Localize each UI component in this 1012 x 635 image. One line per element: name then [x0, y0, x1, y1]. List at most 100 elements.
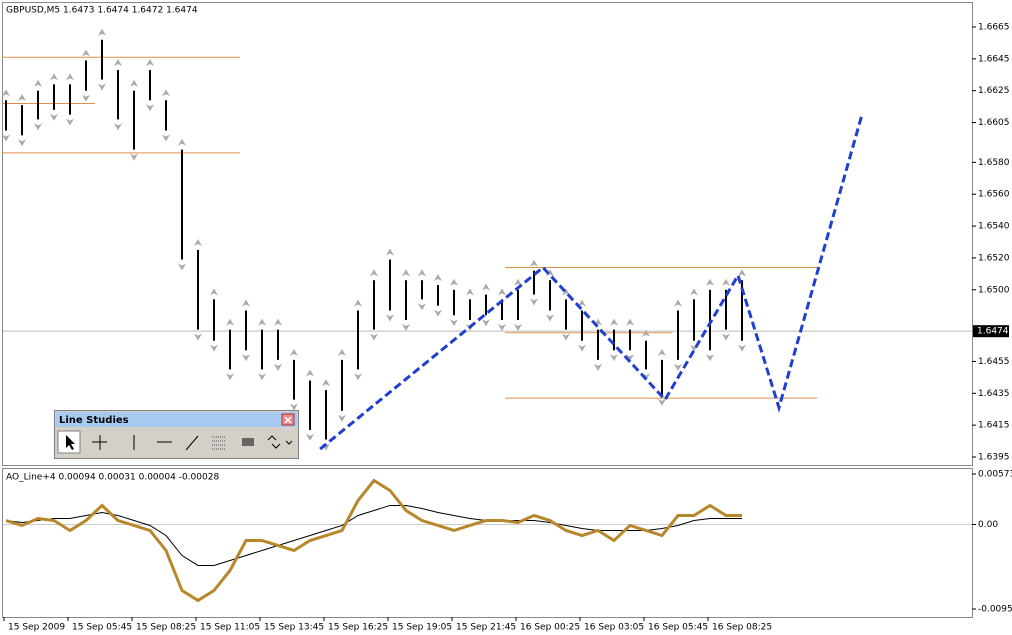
- fractal-down: [370, 333, 378, 341]
- line-studies-toolbar[interactable]: Line Studies: [54, 410, 299, 459]
- fractal-up: [2, 89, 10, 97]
- fractal-down: [626, 354, 634, 362]
- fractal-up: [610, 318, 618, 326]
- fractal-down: [354, 373, 362, 381]
- ao-main-line: [5, 478, 742, 603]
- price-tick-label: 1.6520: [978, 253, 1010, 263]
- fractal-up: [370, 269, 378, 277]
- price-tick-label: 1.6665: [978, 23, 1010, 33]
- fractal-down: [242, 354, 250, 362]
- fractal-down: [498, 324, 506, 332]
- time-label: 15 Sep 05:45: [72, 623, 132, 633]
- fractal-up: [18, 94, 26, 102]
- fractal-up: [642, 329, 650, 337]
- fractal-down: [258, 373, 266, 381]
- fractal-up: [162, 89, 170, 97]
- rectangle-icon[interactable]: [242, 438, 254, 446]
- ao-tick-label: 0.00573: [978, 470, 1012, 480]
- fractal-up: [274, 318, 282, 326]
- price-tick-label: 1.6540: [978, 222, 1010, 232]
- fractal-up: [722, 278, 730, 286]
- time-label: 15 Sep 13:45: [264, 623, 324, 633]
- chart-title: GBPUSD,M5 1.6473 1.6474 1.6472 1.6474: [6, 6, 198, 16]
- fractal-down: [610, 354, 618, 362]
- current-price-label: 1.6474: [977, 327, 1009, 337]
- fractal-down: [130, 153, 138, 161]
- fractal-down: [2, 134, 10, 142]
- price-tick-label: 1.6580: [978, 158, 1010, 168]
- fractal-down: [530, 298, 538, 306]
- fractal-down: [434, 309, 442, 317]
- fractal-down: [386, 314, 394, 322]
- fractal-down: [738, 344, 746, 352]
- fractal-up: [226, 318, 234, 326]
- fractal-up: [498, 288, 506, 296]
- fractal-up: [82, 49, 90, 57]
- fractal-up: [34, 79, 42, 87]
- time-label: 15 Sep 2009: [8, 623, 65, 633]
- fractal-up: [562, 288, 570, 296]
- time-label: 15 Sep 16:25: [328, 623, 388, 633]
- fractal-down: [594, 363, 602, 371]
- fractal-up: [578, 299, 586, 307]
- fractal-up: [514, 278, 522, 286]
- fractal-down: [194, 333, 202, 341]
- fractal-down: [98, 83, 106, 91]
- fractal-down: [578, 344, 586, 352]
- price-tick-label: 1.6415: [978, 421, 1010, 431]
- fractal-down: [658, 398, 666, 406]
- fractal-down: [418, 303, 426, 311]
- fractal-down: [66, 118, 74, 126]
- fractal-up: [338, 348, 346, 356]
- fibo-icon[interactable]: [212, 436, 226, 450]
- fractal-up: [386, 248, 394, 256]
- fractal-down: [34, 123, 42, 131]
- time-label: 15 Sep 19:05: [392, 623, 452, 633]
- fractal-down: [562, 333, 570, 341]
- fractal-down: [450, 319, 458, 327]
- fractal-down: [18, 139, 26, 147]
- toolbar-title: Line Studies: [59, 415, 129, 426]
- fractal-up: [674, 299, 682, 307]
- price-tick-label: 1.6625: [978, 86, 1010, 96]
- trendline-icon[interactable]: [185, 435, 199, 451]
- fractal-down: [402, 324, 410, 332]
- fractal-down: [82, 94, 90, 102]
- fractal-down: [674, 363, 682, 371]
- fractal-up: [66, 73, 74, 81]
- crosshair-icon[interactable]: [92, 435, 107, 450]
- fractal-down: [226, 373, 234, 381]
- arrows-icon[interactable]: [267, 435, 293, 449]
- fractal-up: [194, 238, 202, 246]
- toolbar-titlebar: [56, 412, 297, 427]
- fractal-up: [418, 269, 426, 277]
- fractal-down: [114, 123, 122, 131]
- fractal-up: [402, 269, 410, 277]
- fractal-down: [162, 134, 170, 142]
- fractal-down: [290, 403, 298, 411]
- price-tick-label: 1.6605: [978, 118, 1010, 128]
- cursor-icon: [66, 435, 75, 450]
- fractal-up: [626, 318, 634, 326]
- time-label: 16 Sep 00:25: [520, 623, 580, 633]
- fractal-up: [258, 318, 266, 326]
- fractal-up: [530, 259, 538, 267]
- fractal-down: [722, 333, 730, 341]
- fractal-up: [146, 59, 154, 66]
- fractal-down: [706, 354, 714, 362]
- fractal-down: [306, 433, 314, 441]
- fractal-down: [482, 319, 490, 327]
- fractal-down: [274, 363, 282, 371]
- ao-tick-label: -0.00959: [978, 605, 1012, 615]
- indicator-window: [2, 468, 973, 618]
- fractal-up: [450, 278, 458, 286]
- fractal-up: [322, 379, 330, 387]
- fractal-up: [482, 283, 490, 291]
- fractal-down: [50, 113, 58, 121]
- fractal-up: [690, 288, 698, 296]
- fractal-up: [658, 348, 666, 356]
- fractal-up: [546, 269, 554, 277]
